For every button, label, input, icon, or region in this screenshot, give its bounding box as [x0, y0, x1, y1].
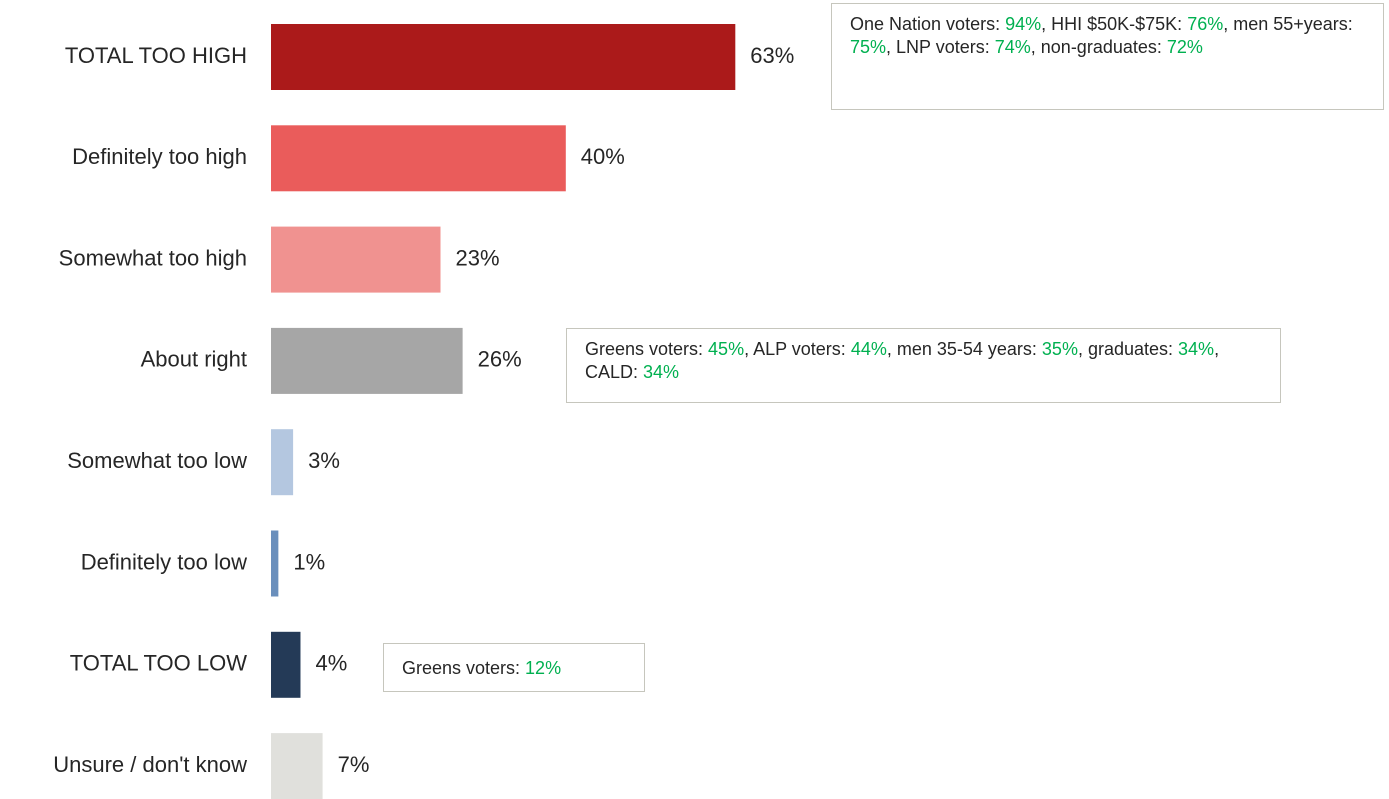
category-label: Unsure / don't know	[53, 752, 247, 777]
annotation-highlight: 74%	[994, 36, 1031, 57]
category-label: Somewhat too low	[67, 448, 247, 473]
category-label: About right	[141, 347, 247, 372]
bar	[271, 327, 463, 394]
annotation-highlight: 94%	[1005, 14, 1042, 34]
category-label: Somewhat too high	[59, 245, 247, 270]
annotation-highlight: 45%	[708, 339, 745, 359]
category-label: Definitely too low	[81, 549, 247, 574]
bar	[271, 226, 441, 293]
annotation-box: Greens voters: 45%, ALP voters: 44%, men…	[566, 328, 1281, 403]
category-label: TOTAL TOO LOW	[70, 651, 247, 676]
category-label: TOTAL TOO HIGH	[65, 43, 247, 68]
value-label: 63%	[750, 43, 794, 68]
bar	[271, 530, 279, 597]
annotation-highlight: 44%	[850, 339, 887, 359]
annotation-text: , CALD:	[585, 339, 1225, 382]
annotation-box: One Nation voters: 94%, HHI $50K-$75K: 7…	[831, 3, 1384, 110]
annotation-highlight: 72%	[1166, 36, 1203, 57]
annotation-text: , ALP voters:	[744, 339, 851, 359]
annotation-text: , graduates:	[1077, 339, 1179, 359]
annotation-text: One Nation voters:	[850, 14, 1006, 34]
value-label: 40%	[581, 144, 625, 169]
value-label: 1%	[293, 549, 325, 574]
bar	[271, 24, 736, 90]
annotation-highlight: 35%	[1041, 339, 1078, 359]
value-label: 3%	[308, 448, 340, 473]
annotation-text: Greens voters:	[585, 339, 709, 359]
bar	[271, 125, 566, 192]
annotation-highlight: 12%	[525, 658, 562, 678]
annotation-highlight: 34%	[1178, 339, 1215, 359]
value-label: 26%	[478, 347, 522, 372]
category-label: Definitely too high	[72, 144, 247, 169]
annotation-text: Greens voters:	[402, 658, 526, 678]
annotation-text: , men 35-54 years:	[886, 339, 1042, 359]
annotation-highlight: 75%	[850, 36, 887, 57]
annotation-highlight: 34%	[643, 361, 680, 382]
annotation-text: , men 55+years:	[1223, 14, 1358, 34]
annotation-box: Greens voters: 12%	[383, 643, 645, 692]
value-label: 23%	[456, 245, 500, 270]
annotation-text: , LNP voters:	[886, 36, 995, 57]
value-label: 7%	[338, 752, 370, 777]
bar	[271, 429, 294, 496]
annotation-text: , HHI $50K-$75K:	[1041, 14, 1188, 34]
bar	[271, 631, 301, 698]
annotation-highlight: 76%	[1187, 14, 1224, 34]
bar	[271, 733, 323, 799]
annotation-text: , non-graduates:	[1030, 36, 1167, 57]
value-label: 4%	[315, 651, 347, 676]
